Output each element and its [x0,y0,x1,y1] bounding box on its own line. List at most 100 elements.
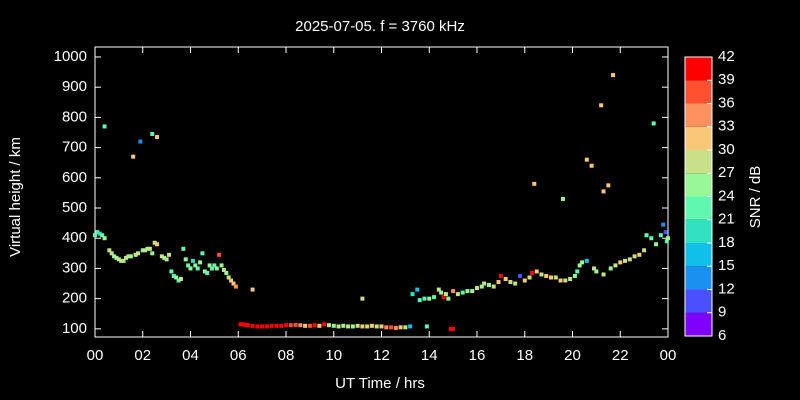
point [606,183,611,188]
point [393,325,398,330]
point [131,154,136,159]
point [100,233,105,238]
colorbar-band [685,312,712,336]
point [451,326,456,331]
point [155,242,160,247]
point [503,277,508,281]
point [448,326,453,331]
point [124,255,129,260]
point [517,273,522,278]
point [439,290,444,295]
x-tick-label: 14 [421,347,438,364]
point [126,254,131,259]
point [424,324,429,329]
point [155,135,160,140]
x-tick-label: 06 [230,347,247,364]
x-tick-label: 18 [516,347,533,364]
colorbar-band [685,57,712,81]
point [341,323,346,328]
point [346,324,351,329]
point [169,269,174,274]
point [584,258,589,263]
point [264,324,269,329]
point [164,257,169,262]
point [298,323,303,328]
colorbar-label: SNR / dB [747,166,764,229]
point [119,258,124,263]
point [231,281,236,286]
point [460,290,465,295]
x-axis-label: UT Time / hrs [335,375,425,392]
point [317,323,322,328]
point [529,270,534,275]
point [190,258,195,263]
point [534,269,539,274]
x-tick-label: 10 [325,347,342,364]
point [326,323,331,328]
point [491,284,496,289]
colorbar-tick-label: 42 [718,48,735,65]
point [513,281,518,286]
point [150,132,155,136]
point [102,124,107,129]
point [198,260,203,265]
point [664,239,669,244]
point [360,296,365,301]
point [365,324,370,329]
point [243,322,248,327]
colorbar-tick-label: 9 [718,304,726,321]
colorbar-tick-label: 27 [718,164,735,181]
point [293,322,298,327]
colorbar-tick-label: 30 [718,141,735,158]
colorbar-band [685,243,712,267]
y-tick-label: 200 [62,290,87,307]
point [133,252,138,257]
point [544,273,549,278]
colorbar-tick-label: 39 [718,71,735,88]
y-tick-label: 900 [62,78,87,95]
point [384,325,389,330]
point [200,251,205,256]
point [441,295,446,300]
point [116,257,121,262]
point [446,296,451,301]
point [178,277,183,281]
colorbar-band [685,173,712,197]
point [229,278,234,283]
point [95,230,100,235]
point [661,222,666,227]
point [532,181,537,186]
y-tick-label: 700 [62,139,87,156]
point [121,258,126,263]
point [109,251,114,256]
point [417,298,422,303]
point [594,269,599,274]
point [209,266,214,271]
point [443,292,448,297]
colorbar-band [685,266,712,290]
point [143,248,148,253]
point [527,275,532,280]
point [589,163,594,168]
point [336,324,341,329]
point [651,121,656,126]
point [470,289,475,294]
x-tick-label: 12 [373,347,390,364]
point [580,260,585,265]
point [482,281,487,286]
point [174,275,179,280]
point [102,236,107,241]
point [181,246,186,251]
x-tick-label: 16 [469,347,486,364]
point [496,280,501,285]
point [233,284,238,289]
point [202,269,207,274]
point [322,322,327,327]
point [355,323,360,328]
colorbar-tick-label: 6 [718,327,726,344]
point [250,287,255,292]
colorbar-tick-label: 36 [718,94,735,111]
point [632,254,637,259]
